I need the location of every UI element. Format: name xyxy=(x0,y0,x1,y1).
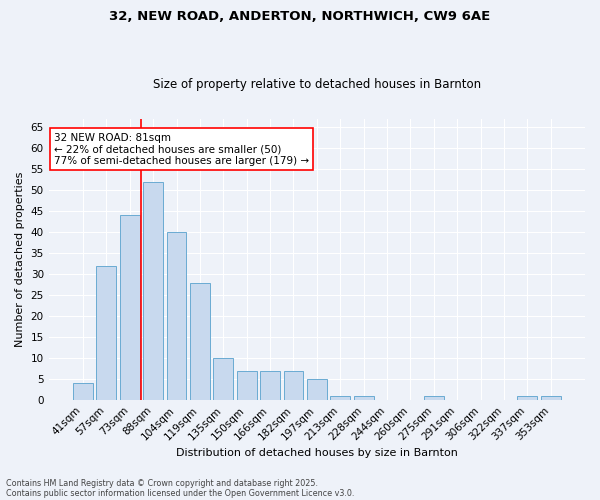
Bar xyxy=(353,396,374,400)
Bar xyxy=(330,396,350,400)
Bar xyxy=(284,371,304,400)
Bar xyxy=(237,371,257,400)
Bar xyxy=(190,282,210,400)
Bar xyxy=(143,182,163,400)
Y-axis label: Number of detached properties: Number of detached properties xyxy=(15,172,25,347)
Bar xyxy=(260,371,280,400)
Bar xyxy=(73,384,93,400)
Text: Contains HM Land Registry data © Crown copyright and database right 2025.: Contains HM Land Registry data © Crown c… xyxy=(6,478,318,488)
Bar xyxy=(424,396,443,400)
Bar xyxy=(97,266,116,400)
Bar xyxy=(214,358,233,400)
Bar xyxy=(541,396,560,400)
Bar xyxy=(517,396,537,400)
Bar xyxy=(120,215,140,400)
Text: 32, NEW ROAD, ANDERTON, NORTHWICH, CW9 6AE: 32, NEW ROAD, ANDERTON, NORTHWICH, CW9 6… xyxy=(109,10,491,23)
Text: 32 NEW ROAD: 81sqm
← 22% of detached houses are smaller (50)
77% of semi-detache: 32 NEW ROAD: 81sqm ← 22% of detached hou… xyxy=(54,132,309,166)
X-axis label: Distribution of detached houses by size in Barnton: Distribution of detached houses by size … xyxy=(176,448,458,458)
Bar xyxy=(307,379,327,400)
Title: Size of property relative to detached houses in Barnton: Size of property relative to detached ho… xyxy=(153,78,481,91)
Text: Contains public sector information licensed under the Open Government Licence v3: Contains public sector information licen… xyxy=(6,488,355,498)
Bar xyxy=(167,232,187,400)
